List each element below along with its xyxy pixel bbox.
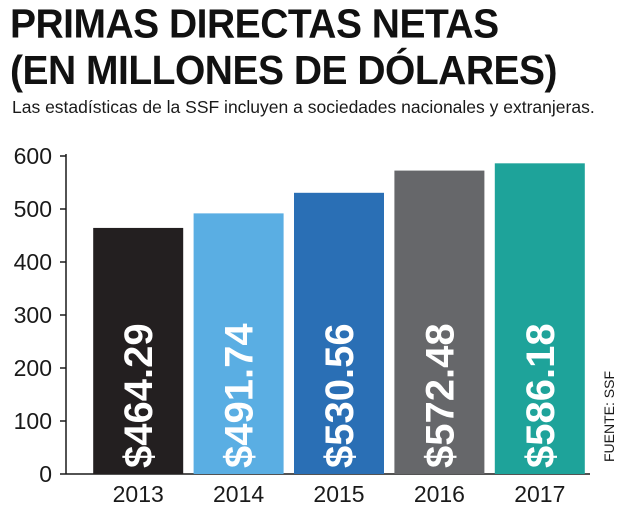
chart-subtitle: Las estadísticas de la SSF incluyen a so… [12,97,595,117]
y-tick-label: 100 [14,408,52,434]
x-tick-label: 2015 [313,481,364,507]
x-tick-label: 2017 [514,481,565,507]
y-tick-label: 0 [39,461,52,487]
bar-2014 [193,213,284,474]
y-tick-label: 600 [14,143,52,169]
data-label: $491.74 [218,323,262,468]
source-label: FUENTE: SSF [601,371,617,462]
x-tick-label: 2013 [113,481,164,507]
data-label: $464.29 [117,323,161,468]
bar-2017 [494,163,585,475]
data-label: $586.18 [519,323,563,468]
chart-title: PRIMAS DIRECTAS NETAS (EN MILLONES DE DÓ… [10,2,558,94]
y-tick-label: 500 [14,196,52,222]
y-tick-label: 400 [14,249,52,275]
chart-title-line2: (EN MILLONES DE DÓLARES) [10,48,558,94]
x-tick-label: 2016 [414,481,465,507]
x-tick-label: 2014 [213,481,264,507]
bar-2015 [294,192,384,474]
y-tick-label: 200 [14,355,52,381]
y-tick-label: 300 [14,302,52,328]
bar-2013 [93,227,184,474]
chart-title-line1: PRIMAS DIRECTAS NETAS [10,2,499,48]
data-label: $530.56 [318,323,362,468]
bar-2016 [394,170,485,474]
data-label: $572.48 [418,323,462,468]
